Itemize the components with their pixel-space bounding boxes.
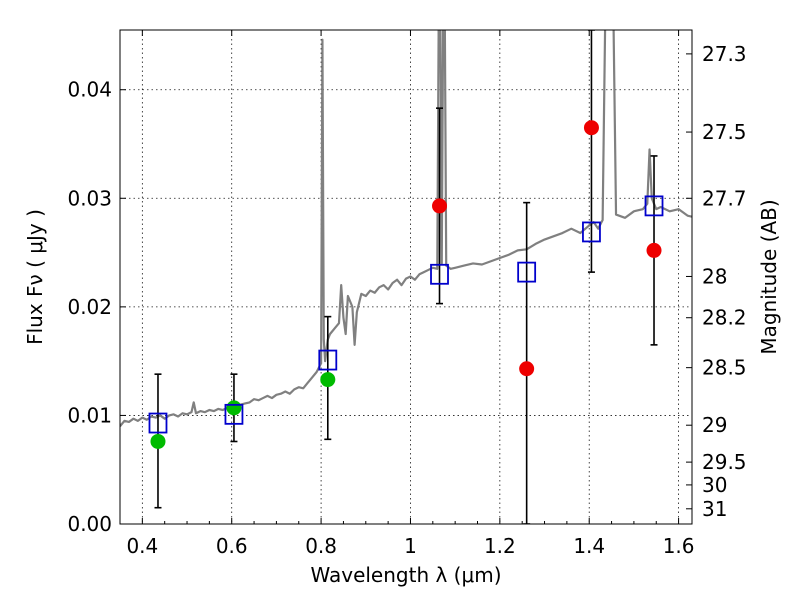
red-point xyxy=(432,198,448,214)
model-square-point xyxy=(517,261,537,283)
model-square-point xyxy=(318,349,338,371)
y-tick-label: 0.04 xyxy=(67,78,112,102)
red-point xyxy=(583,120,599,136)
x-tick-label: 1.2 xyxy=(484,534,516,558)
plot-frame xyxy=(119,29,693,525)
y2-axis-label: Magnitude (AB) xyxy=(757,199,781,354)
y2-tick-label: 30 xyxy=(702,473,727,497)
x-tick-label: 1 xyxy=(404,534,417,558)
plot-area xyxy=(120,30,692,524)
y2-tick-label: 27.3 xyxy=(702,42,747,66)
y-axis-label: Flux Fν ( μJy ) xyxy=(23,209,47,345)
model-square-point xyxy=(148,412,168,434)
y2-tick-label: 29 xyxy=(702,413,727,437)
y2-tick-label: 29.5 xyxy=(702,450,747,474)
y-tick-label: 0.02 xyxy=(67,295,112,319)
model-square-point xyxy=(582,221,601,243)
y2-tick-label: 28.5 xyxy=(702,356,747,380)
x-tick-label: 0.8 xyxy=(305,534,337,558)
model-square-point xyxy=(644,195,664,217)
y2-tick-label: 28.2 xyxy=(702,306,747,330)
y2-tick-label: 27.7 xyxy=(702,186,747,210)
x-tick-label: 1.4 xyxy=(573,534,605,558)
axes: 0.4 0.6 0.8 1 1.2 1.4 1.6 0.00 0.01 0.02 0.03 0.04 2… xyxy=(67,30,747,558)
green-point xyxy=(226,400,242,416)
green-point xyxy=(320,372,336,388)
y-tick-label: 0.00 xyxy=(67,512,112,536)
y2-tick-label: 27.5 xyxy=(702,120,747,144)
model-square-point xyxy=(224,403,244,425)
y-tick-label: 0.01 xyxy=(67,403,112,427)
red-point xyxy=(519,361,535,377)
x-tick-label: 0.4 xyxy=(126,534,158,558)
y2-tick-label: 31 xyxy=(702,497,727,521)
x-tick-label: 0.6 xyxy=(216,534,248,558)
x-axis-label: Wavelength λ (μm) xyxy=(310,563,501,587)
red-point xyxy=(646,242,662,258)
model-spectrum-line xyxy=(120,30,692,427)
plot-content xyxy=(120,30,692,524)
x-tick-label: 1.6 xyxy=(663,534,695,558)
model-square-point xyxy=(430,263,449,285)
y2-tick-label: 28 xyxy=(702,264,727,288)
y-tick-label: 0.03 xyxy=(67,186,112,210)
green-point xyxy=(150,433,166,449)
